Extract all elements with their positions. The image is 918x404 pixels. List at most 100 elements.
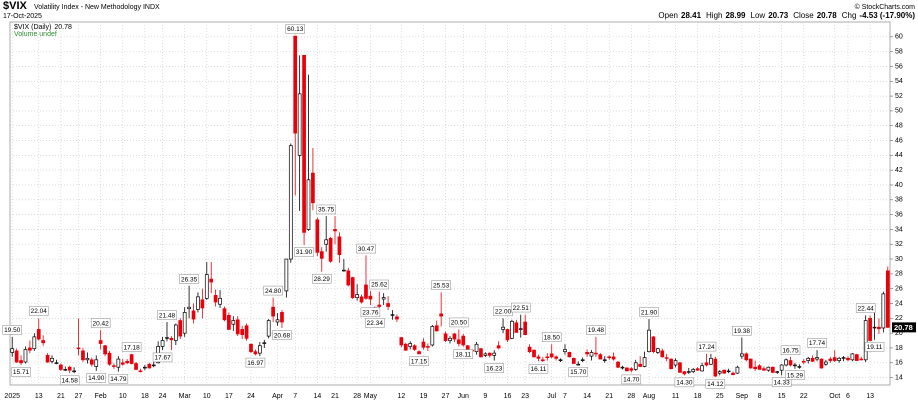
y-tick-label: 50 <box>895 108 903 115</box>
annotation-box <box>86 373 106 383</box>
annotation-box <box>484 363 504 373</box>
candle-body <box>647 329 651 353</box>
last-close-box <box>892 322 916 333</box>
x-tick-label: 13 <box>35 393 43 400</box>
y-tick-label: 58 <box>895 48 903 55</box>
candle-body <box>178 320 183 337</box>
y-tick-label: 32 <box>895 241 903 248</box>
x-tick-label: 23 <box>521 393 529 400</box>
candle-body <box>523 321 528 335</box>
candle-body <box>76 347 81 350</box>
candle-body <box>187 306 191 310</box>
annotation-label: 24.80 <box>265 288 282 295</box>
candle-body <box>346 270 351 286</box>
candle-body <box>828 358 833 361</box>
annotation-label: 18.50 <box>544 334 561 341</box>
candle-body <box>28 347 32 351</box>
annotation-label: 16.23 <box>486 365 503 372</box>
candle-body <box>664 357 669 359</box>
y-tick-label: 56 <box>895 63 903 70</box>
annotation-label: 17.18 <box>123 344 140 351</box>
x-tick-label: 27 <box>75 393 83 400</box>
annotation-box <box>541 332 562 343</box>
x-tick-label: 27 <box>442 393 450 400</box>
candle-body <box>518 328 523 330</box>
date: 17-Oct-2025 <box>3 13 42 20</box>
annotation-box <box>360 307 381 318</box>
candle-body <box>474 343 479 353</box>
candle-body <box>686 371 691 373</box>
candle-body <box>63 369 68 371</box>
candle-body <box>355 294 359 298</box>
annotation-label: 28.29 <box>314 276 331 283</box>
candle-body <box>227 315 231 330</box>
candle-body <box>165 337 169 339</box>
annotation-label: 17.15 <box>411 358 428 365</box>
open-label: Open <box>658 11 678 20</box>
annotation-box <box>179 274 199 284</box>
annotation-label: 22.04 <box>31 308 48 315</box>
candle-body <box>731 372 735 375</box>
x-tick-label: 14 <box>313 393 321 400</box>
candle-body <box>328 237 333 262</box>
annotation-box <box>245 357 266 368</box>
y-tick-label: 42 <box>895 167 903 174</box>
candle-body <box>877 326 881 330</box>
candle-body <box>342 269 346 272</box>
candle-body <box>487 352 492 356</box>
x-tick-label: 10 <box>203 393 211 400</box>
candle-body <box>642 357 647 367</box>
x-tick-label: 16 <box>504 393 512 400</box>
annotation-label: 22.00 <box>495 309 512 316</box>
annotation-label: 17.74 <box>809 340 826 347</box>
candle-body <box>549 353 554 358</box>
annotation-label: 20.68 <box>274 332 291 339</box>
candle-body <box>854 354 859 361</box>
candle-body <box>589 352 594 357</box>
x-tick-label: 13 <box>866 393 874 400</box>
annotation-label: 18.11 <box>455 351 471 358</box>
candle-body <box>196 296 200 310</box>
candle-body <box>377 304 382 307</box>
x-tick-label: 28 <box>627 393 635 400</box>
candle-body <box>846 357 850 361</box>
candle-body <box>280 312 284 323</box>
candle-body <box>89 359 94 365</box>
annotation-label: 19.50 <box>4 327 21 334</box>
annotation-box <box>263 285 283 296</box>
candle-body <box>793 364 797 367</box>
candle-body <box>713 358 718 377</box>
candle-body <box>483 353 488 356</box>
annotation-label: 16.97 <box>247 360 264 367</box>
candle-body <box>50 357 54 362</box>
candle-body <box>297 93 302 156</box>
candle-body <box>607 356 612 358</box>
candle-body <box>678 362 682 373</box>
annotation-label: 19.48 <box>588 327 605 334</box>
x-tick-label: 22 <box>800 393 808 400</box>
candle-body <box>885 270 890 328</box>
candle-body <box>859 358 864 361</box>
annotation-label: 19.11 <box>867 344 883 351</box>
annotation-box <box>157 310 177 320</box>
last-close-label: 20.78 <box>894 323 913 332</box>
x-tick-label: Feb <box>95 393 107 400</box>
candle-body <box>315 219 320 253</box>
annotation-label: 25.62 <box>371 282 388 289</box>
x-tick-label: 21 <box>605 393 613 400</box>
candle-body <box>704 362 709 366</box>
copyright: © StockCharts.com <box>855 3 916 11</box>
candle-body <box>868 317 872 341</box>
candle-body <box>554 356 558 359</box>
y-tick-label: 22 <box>895 315 903 322</box>
candle-body <box>311 172 315 204</box>
candle-body <box>576 363 581 366</box>
x-tick-label: 2025 <box>4 393 20 400</box>
annotation-box <box>674 377 695 388</box>
candle-body <box>417 351 421 355</box>
low-label: Low <box>751 11 766 20</box>
candle-body <box>222 308 227 321</box>
candle-body <box>306 179 311 230</box>
x-tick-label: 21 <box>331 393 339 400</box>
candle-body <box>399 337 404 346</box>
